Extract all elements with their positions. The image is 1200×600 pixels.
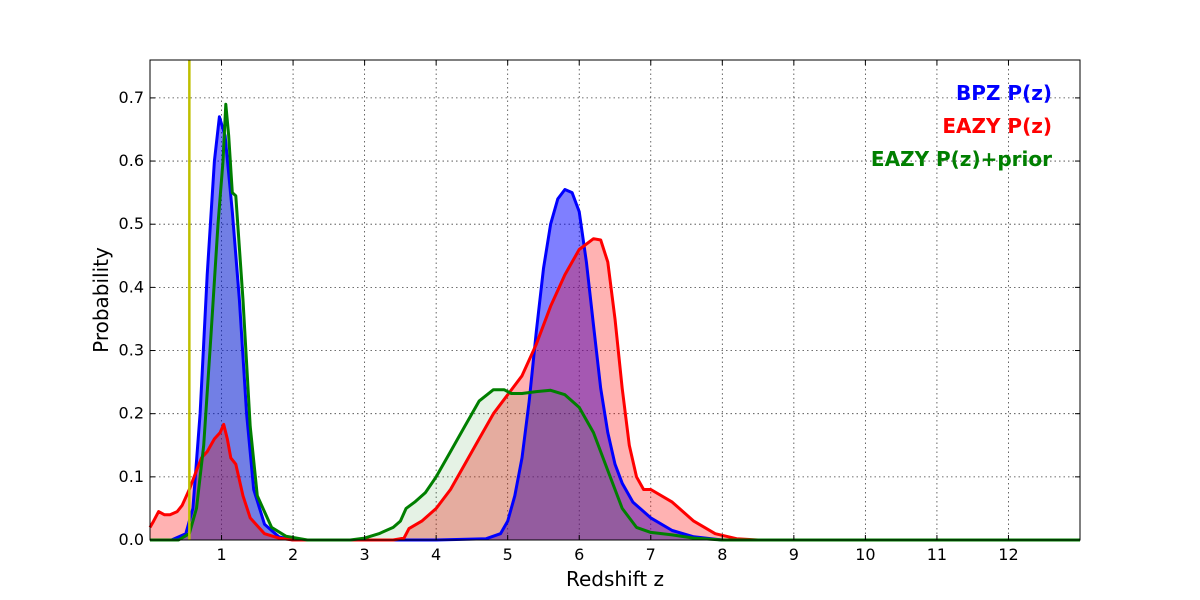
x-tick-label: 9	[789, 545, 799, 564]
axis-tick-labels: 1 2 3 4 5 6 7 8 9 10 11 120.00.10.20.30.40.50.60.7	[119, 88, 1019, 564]
x-tick-label: 4	[431, 545, 441, 564]
y-axis-label: Probability	[89, 247, 113, 353]
plot-frame	[149, 59, 1081, 541]
series-area-eazy-p-z	[150, 238, 1080, 540]
y-tick-label: 0.2	[119, 404, 144, 423]
x-tick-label: 5	[503, 545, 513, 564]
y-tick-label: 0.6	[119, 151, 144, 170]
legend-entry-eazy-p-z: EAZY P(z)	[942, 114, 1052, 138]
y-tick-label: 0.1	[119, 467, 144, 486]
series-line-bpz-p-z	[150, 115, 1080, 542]
legend: BPZ P(z) EAZY P(z) EAZY P(z)+prior	[871, 81, 1052, 171]
x-tick-label: 2	[288, 545, 298, 564]
series-lines	[148, 102, 1080, 542]
y-tick-label: 0.7	[119, 88, 144, 107]
x-tick-label: 10	[855, 545, 875, 564]
x-tick-label: 3	[360, 545, 370, 564]
series-line-eazy-p-z	[148, 237, 1080, 542]
axis-ticks	[150, 60, 1080, 541]
x-tick-label: 1	[216, 545, 226, 564]
x-tick-label: 6	[574, 545, 584, 564]
y-tick-label: 0.4	[119, 277, 144, 296]
y-tick-label: 0.5	[119, 214, 144, 233]
y-tick-label: 0.3	[119, 341, 144, 360]
x-axis-label: Redshift z	[566, 567, 664, 591]
x-tick-label: 8	[717, 545, 727, 564]
y-tick-label: 0.0	[119, 530, 144, 549]
x-tick-label: 7	[646, 545, 656, 564]
legend-entry-bpz-p-z: BPZ P(z)	[956, 81, 1052, 105]
x-tick-label: 11	[927, 545, 947, 564]
legend-entry-eazy-p-z-prior: EAZY P(z)+prior	[871, 147, 1052, 171]
x-tick-label: 12	[998, 545, 1018, 564]
series-line-eazy-p-z-prior	[150, 102, 1080, 542]
